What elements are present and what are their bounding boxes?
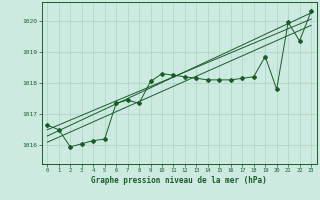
X-axis label: Graphe pression niveau de la mer (hPa): Graphe pression niveau de la mer (hPa): [91, 176, 267, 185]
